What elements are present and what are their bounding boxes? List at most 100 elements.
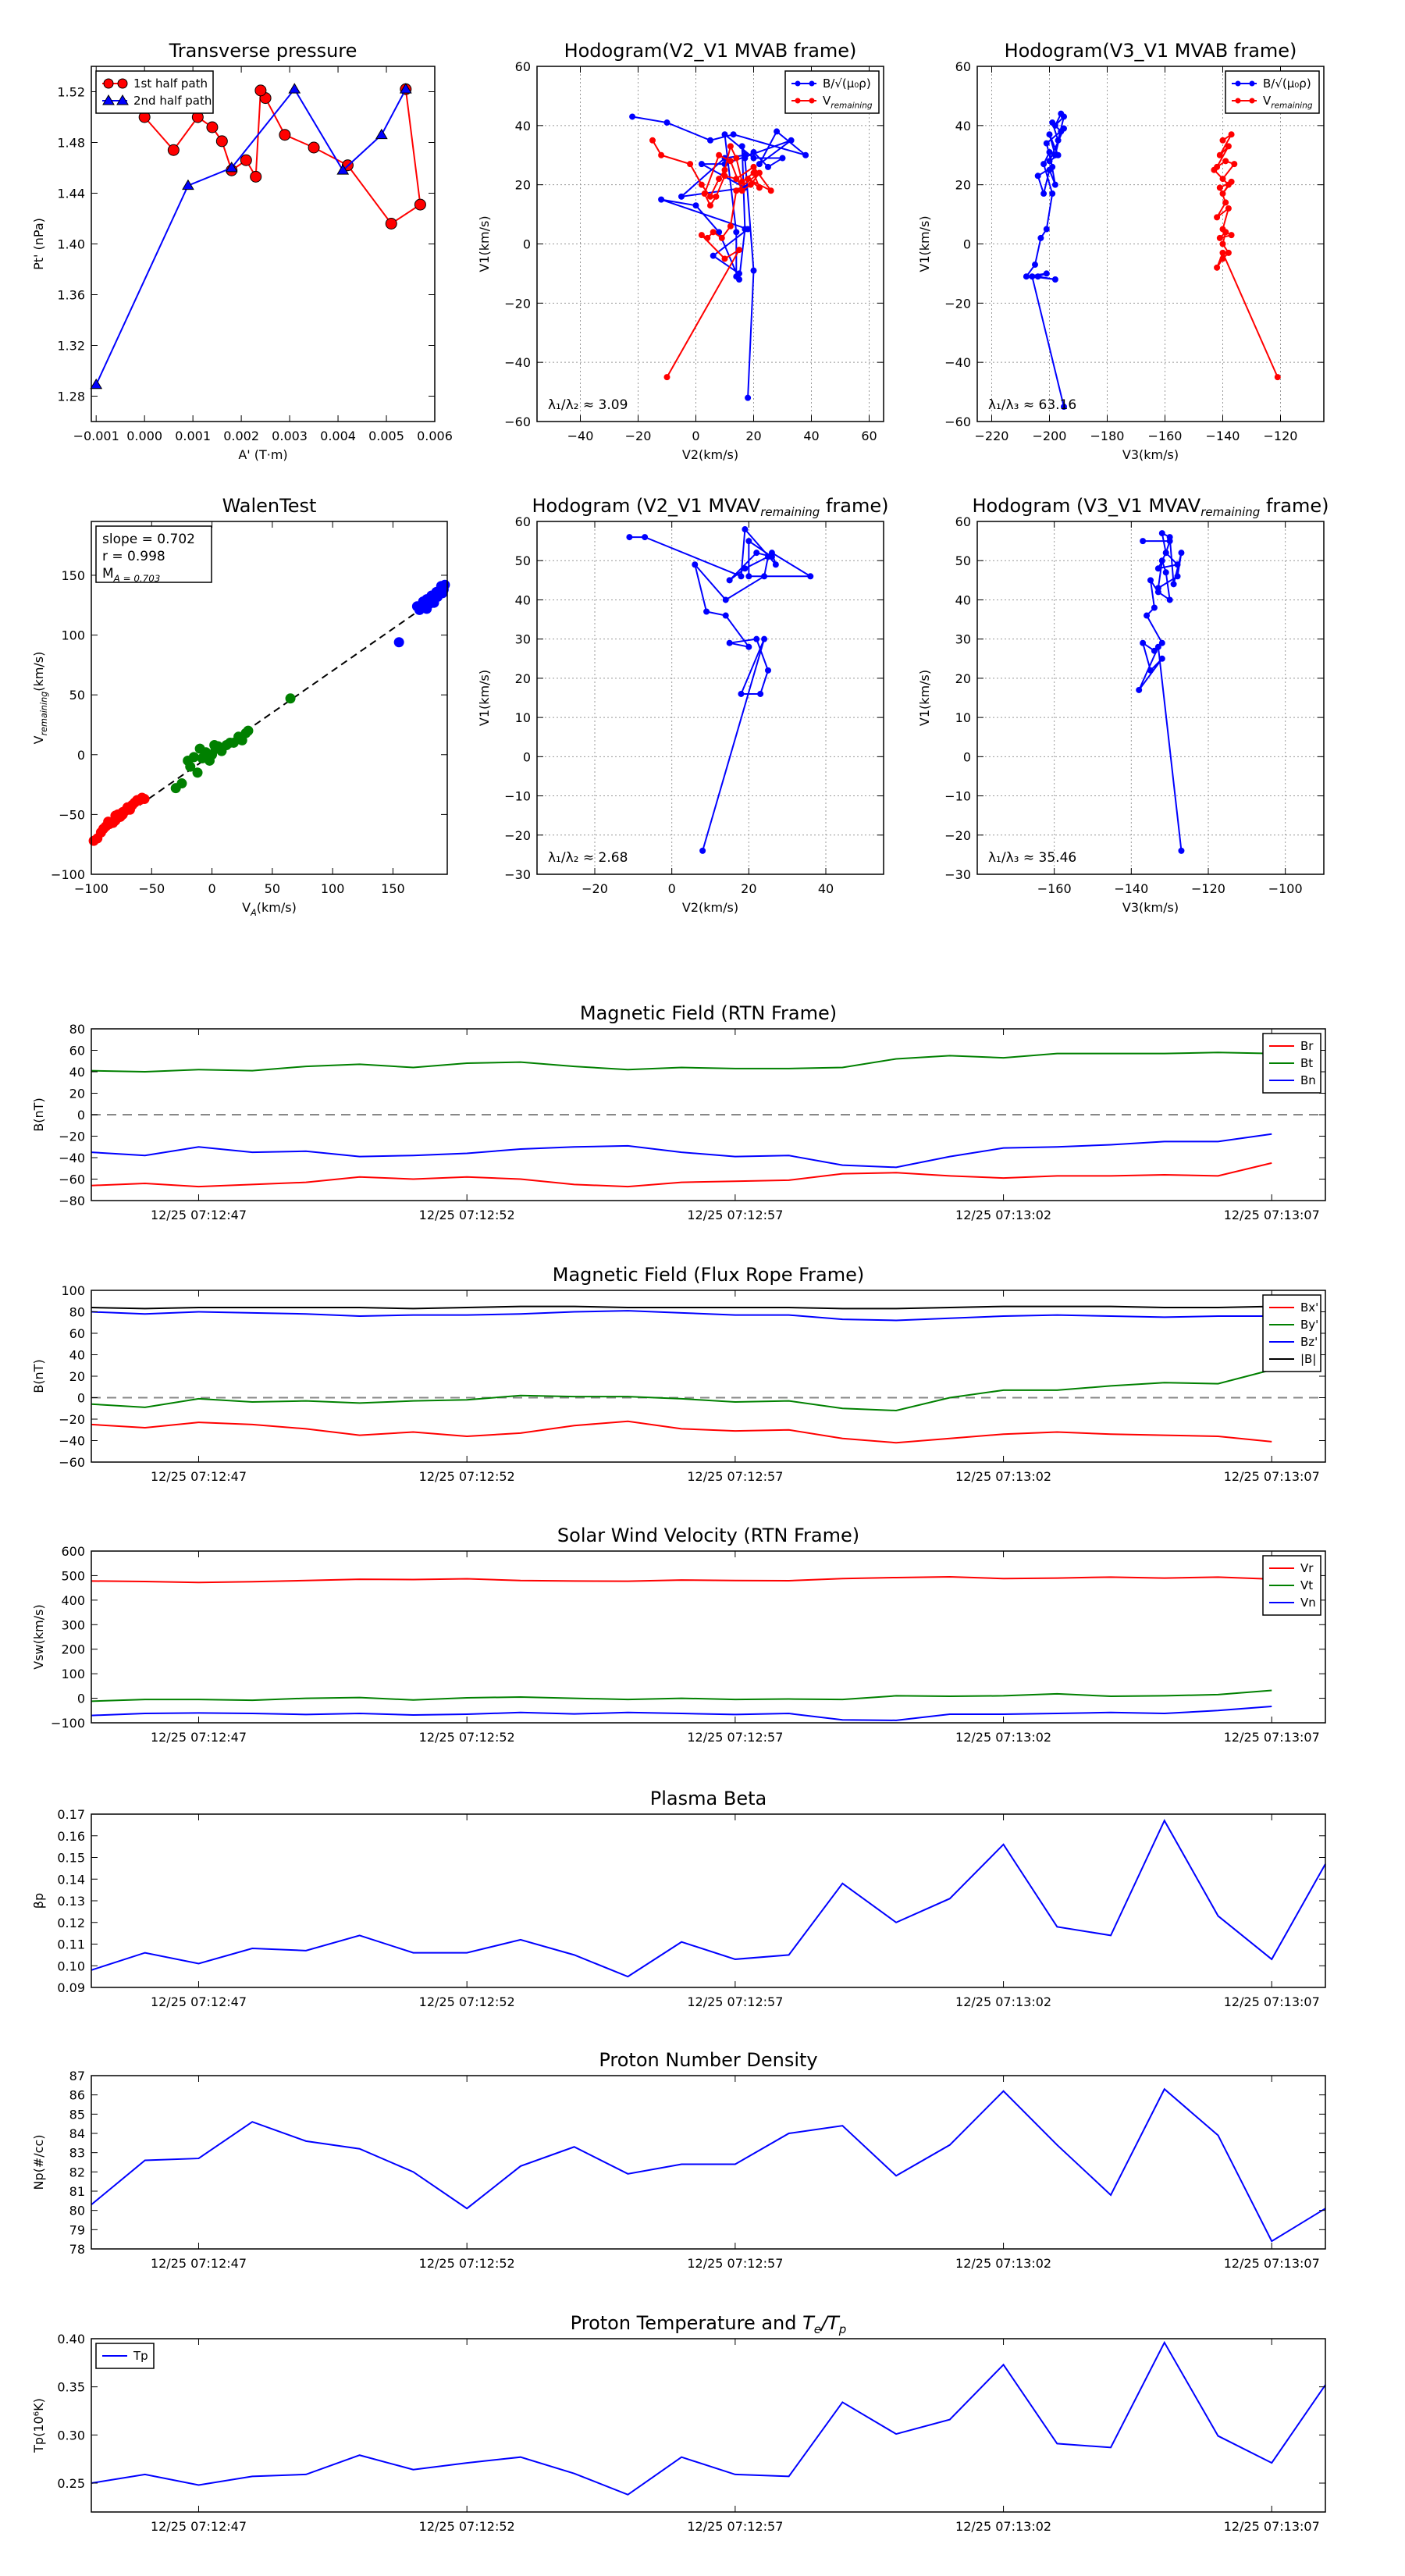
data-point (750, 163, 757, 170)
y-tick-label: −60 (59, 1172, 85, 1187)
data-point (1225, 205, 1232, 212)
y-axis-label: Pt' (nPa) (31, 218, 46, 270)
data-point (649, 137, 656, 144)
eigenvalue-ratio-annotation: λ₁/λ₂ ≈ 2.68 (548, 850, 628, 866)
y-tick-label: 1.52 (57, 85, 85, 100)
legend-label: Bz' (1300, 1335, 1318, 1349)
data-point (1043, 140, 1050, 147)
data-point (185, 761, 196, 772)
y-tick-label: −40 (504, 355, 531, 370)
data-point (1061, 113, 1067, 120)
data-point (704, 234, 711, 241)
y-tick-label: 0.10 (57, 1959, 85, 1973)
data-point (721, 173, 728, 180)
y-tick-label: 50 (955, 553, 971, 568)
data-point (393, 637, 404, 648)
data-point (436, 581, 446, 592)
chart-title: Hodogram (V3_V1 MVAVremaining frame) (973, 495, 1329, 519)
data-point (727, 143, 734, 150)
chart-mag_rtn: 12/25 07:12:47 12/25 07:12:52 12/25 07:12:… (31, 1002, 1326, 1222)
x-tick-label: 12/25 07:13:02 (955, 1994, 1051, 2009)
data-point (225, 162, 238, 173)
data-point (375, 128, 388, 140)
legend-label: 2nd half path (133, 94, 212, 108)
legend-box (1225, 70, 1320, 114)
plot-frame (536, 521, 884, 875)
y-axis-label: V1(km/s) (917, 670, 932, 726)
y-tick-label: 50 (69, 688, 85, 703)
data-point (745, 573, 752, 580)
y-tick-label: −20 (59, 1412, 85, 1427)
data-point (206, 121, 219, 133)
data-point (1032, 262, 1038, 269)
y-tick-label: 60 (955, 514, 971, 529)
data-point (1216, 234, 1223, 241)
data-point (1046, 166, 1053, 173)
legend-marker (795, 80, 801, 87)
data-point (1222, 158, 1229, 165)
data-point (726, 577, 733, 584)
y-tick-label: −40 (944, 355, 971, 370)
data-point (747, 181, 754, 188)
y-axis-label: Np(#/cc) (31, 2135, 46, 2190)
x-tick-label: 12/25 07:12:47 (151, 1208, 247, 1222)
y-tick-label: 0.40 (57, 2332, 85, 2347)
data-point (385, 218, 397, 229)
legend-label: |B| (1300, 1352, 1316, 1366)
chart-title: Plasma Beta (650, 1788, 767, 1809)
y-tick-label: 0.16 (57, 1829, 85, 1844)
data-point (1231, 161, 1238, 168)
data-point (1043, 270, 1050, 277)
data-point (1216, 151, 1223, 158)
x-tick-label: 12/25 07:12:47 (151, 1730, 247, 1745)
series-line-|B| (91, 1305, 1272, 1310)
x-tick-label: 12/25 07:12:57 (687, 1730, 783, 1745)
data-point (733, 176, 740, 183)
legend-marker (1249, 80, 1255, 87)
y-tick-label: 60 (955, 59, 971, 74)
data-point (1046, 131, 1053, 138)
data-point (1274, 374, 1281, 381)
y-tick-label: 81 (69, 2184, 85, 2199)
data-point (757, 690, 764, 697)
data-point (1158, 557, 1165, 564)
y-axis-label: βp (31, 1893, 46, 1909)
data-point (687, 161, 694, 168)
data-point (399, 83, 412, 94)
data-point (1151, 647, 1158, 654)
data-point (745, 643, 752, 650)
x-axis-label: V3(km/s) (1122, 900, 1179, 915)
data-point (1029, 273, 1036, 280)
data-point (726, 639, 733, 646)
y-tick-label: 0.12 (57, 1916, 85, 1930)
y-tick-label: 300 (61, 1617, 85, 1632)
y-tick-label: 0 (77, 1391, 85, 1406)
data-point (1214, 264, 1221, 271)
x-tick-label: 0 (668, 881, 676, 896)
data-point (250, 170, 262, 183)
y-tick-label: 20 (955, 178, 971, 193)
data-point (103, 817, 114, 827)
y-tick-label: 78 (69, 2242, 85, 2257)
y-tick-label: 40 (69, 1065, 85, 1080)
data-point (658, 151, 665, 158)
data-point (95, 827, 106, 838)
chart-title: Hodogram(V3_V1 MVAB frame) (1005, 40, 1297, 62)
data-point (1154, 565, 1161, 572)
x-tick-label: 12/25 07:13:07 (1224, 1469, 1320, 1484)
y-tick-label: −20 (504, 828, 531, 843)
data-point (1034, 173, 1041, 180)
data-point (1174, 573, 1181, 580)
series-line-Vn (91, 1705, 1272, 1721)
data-point (742, 565, 749, 572)
x-tick-label: 0 (208, 881, 215, 896)
x-tick-label: 12/25 07:12:52 (419, 2519, 515, 2534)
y-axis-label: Tp(10⁶K) (31, 2398, 46, 2453)
data-point (738, 573, 745, 580)
legend-marker (1235, 98, 1241, 104)
series-line-Np (91, 2087, 1326, 2243)
data-point (733, 155, 740, 162)
plot-frame (91, 2075, 1326, 2250)
data-point (90, 378, 103, 390)
